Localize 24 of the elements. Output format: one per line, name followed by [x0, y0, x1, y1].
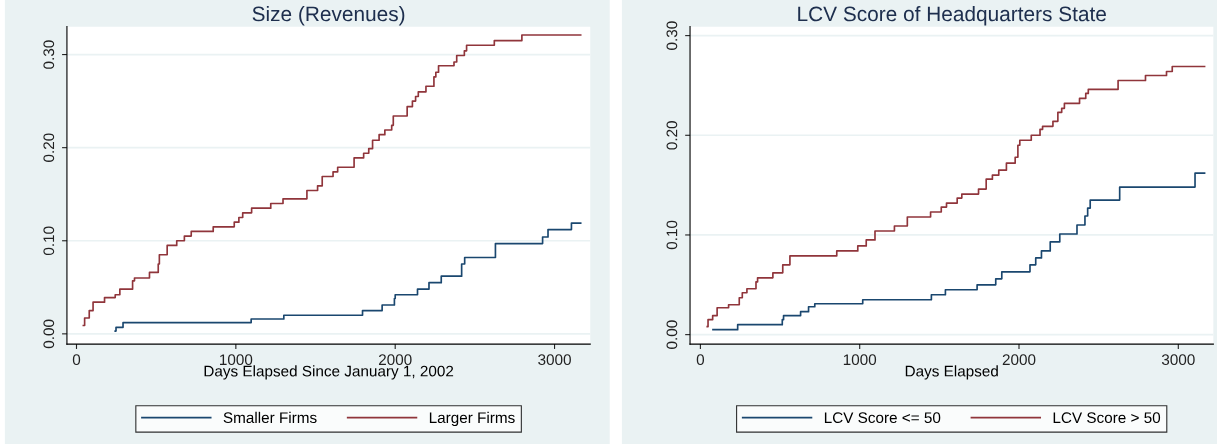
x-tick-label: 1000 — [220, 354, 253, 366]
x-tick-label: 1000 — [843, 354, 877, 366]
legend-label: Smaller Firms — [223, 411, 317, 424]
chart-title: Size (Revenues) — [252, 5, 405, 26]
chart-title: LCV Score of Headquarters State — [798, 5, 1106, 26]
legend-label: LCV Score > 50 — [1053, 412, 1161, 424]
y-tick-label: 0.00 — [666, 320, 678, 349]
y-tick-label: 0.10 — [43, 226, 55, 256]
x-tick-label: 2000 — [378, 354, 412, 366]
x-tick-label: 0 — [72, 354, 81, 366]
x-tick-label: 3000 — [1161, 354, 1195, 366]
y-tick-label: 0.00 — [43, 319, 55, 349]
y-tick-label: 0.10 — [666, 220, 678, 250]
x-tick-label: 3000 — [538, 354, 571, 366]
y-tick-label: 0.30 — [43, 40, 55, 69]
x-tick-label: 0 — [696, 354, 705, 366]
y-tick-label: 0.30 — [666, 21, 678, 50]
x-tick-label: 2000 — [1002, 354, 1036, 366]
x-axis-title: Days Elapsed Since January 1, 2002 — [204, 365, 454, 380]
legend-label: LCV Score <= 50 — [824, 412, 941, 424]
y-tick-label: 0.20 — [43, 133, 55, 162]
y-tick-label: 0.20 — [666, 121, 678, 150]
x-axis-title: Days Elapsed — [905, 365, 998, 380]
legend-label: Larger Firms — [429, 411, 515, 427]
